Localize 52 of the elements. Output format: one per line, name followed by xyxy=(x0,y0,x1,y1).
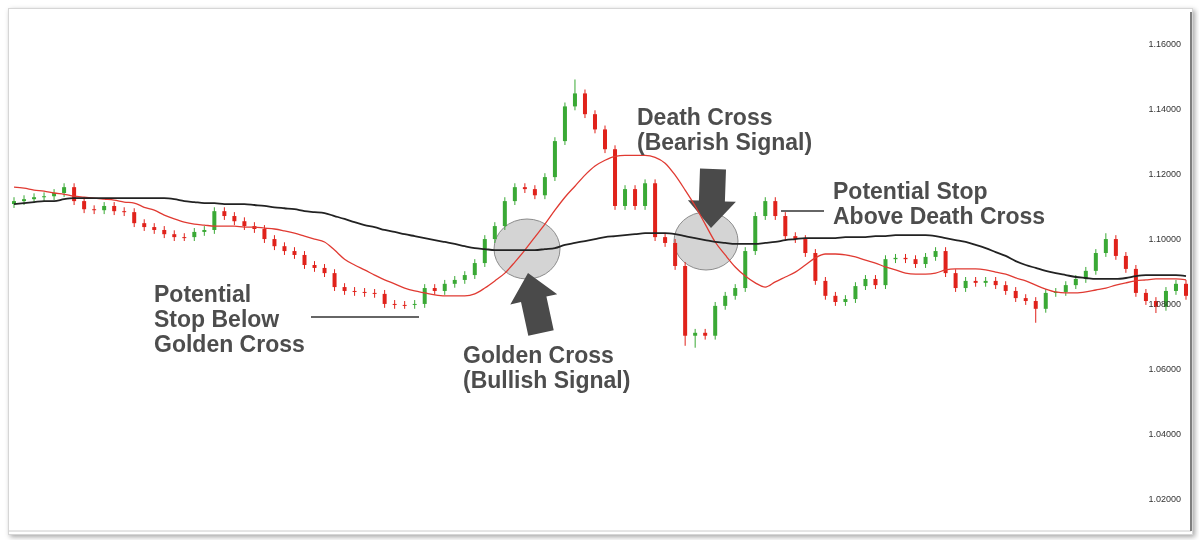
candlestick xyxy=(1043,288,1048,314)
candlestick xyxy=(633,184,638,211)
candlestick xyxy=(673,238,678,271)
candlestick xyxy=(643,178,648,211)
y-tick-label: 1.10000 xyxy=(1148,234,1181,245)
candlestick xyxy=(1123,251,1128,274)
candlestick xyxy=(773,196,778,221)
candlestick xyxy=(582,89,587,119)
candlestick xyxy=(62,182,67,198)
candlestick xyxy=(603,125,608,154)
y-tick-label: 1.06000 xyxy=(1148,363,1181,374)
candlestick xyxy=(1183,279,1188,301)
candlestick xyxy=(522,182,527,194)
y-tick-label: 1.16000 xyxy=(1148,39,1181,50)
annotation: Potential Stop Below Golden Cross xyxy=(154,281,305,357)
y-tick-label: 1.04000 xyxy=(1148,428,1181,439)
annotation: Potential Stop Above Death Cross xyxy=(833,178,1046,229)
candlestick xyxy=(1093,248,1098,276)
candlestick xyxy=(542,172,547,200)
candlestick xyxy=(592,109,597,134)
annotation: Golden Cross (Bullish Signal) xyxy=(463,342,631,393)
y-tick-label: 1.12000 xyxy=(1148,169,1181,180)
candlestick xyxy=(663,232,668,248)
candlestick xyxy=(783,211,788,241)
candlestick xyxy=(763,196,768,221)
candlestick xyxy=(1143,288,1148,306)
y-tick-label: 1.14000 xyxy=(1148,104,1181,115)
candlestick xyxy=(1173,279,1178,296)
candlestick xyxy=(803,234,808,258)
candlestick xyxy=(472,258,477,280)
candlestick xyxy=(943,246,948,278)
candlestick xyxy=(32,192,37,204)
candlestick xyxy=(693,328,698,349)
candlestick xyxy=(953,268,958,293)
candlestick xyxy=(512,182,517,206)
candlestick xyxy=(572,78,577,111)
candlestick xyxy=(1033,296,1038,324)
candlestick xyxy=(623,184,628,211)
candlestick xyxy=(42,191,47,202)
candlestick xyxy=(853,281,858,304)
candlestick xyxy=(212,206,217,235)
candlestick xyxy=(492,221,497,244)
candlestick xyxy=(532,184,537,200)
candlestick xyxy=(823,276,828,301)
candlestick xyxy=(332,268,337,292)
y-tick-label: 1.02000 xyxy=(1148,493,1181,504)
annotation: Death Cross (Bearish Signal) xyxy=(637,104,813,155)
candlestick xyxy=(132,207,137,228)
candlestick xyxy=(92,204,97,215)
candlestick xyxy=(1113,234,1118,261)
candlestick xyxy=(1103,232,1108,258)
candlestick xyxy=(22,194,27,206)
